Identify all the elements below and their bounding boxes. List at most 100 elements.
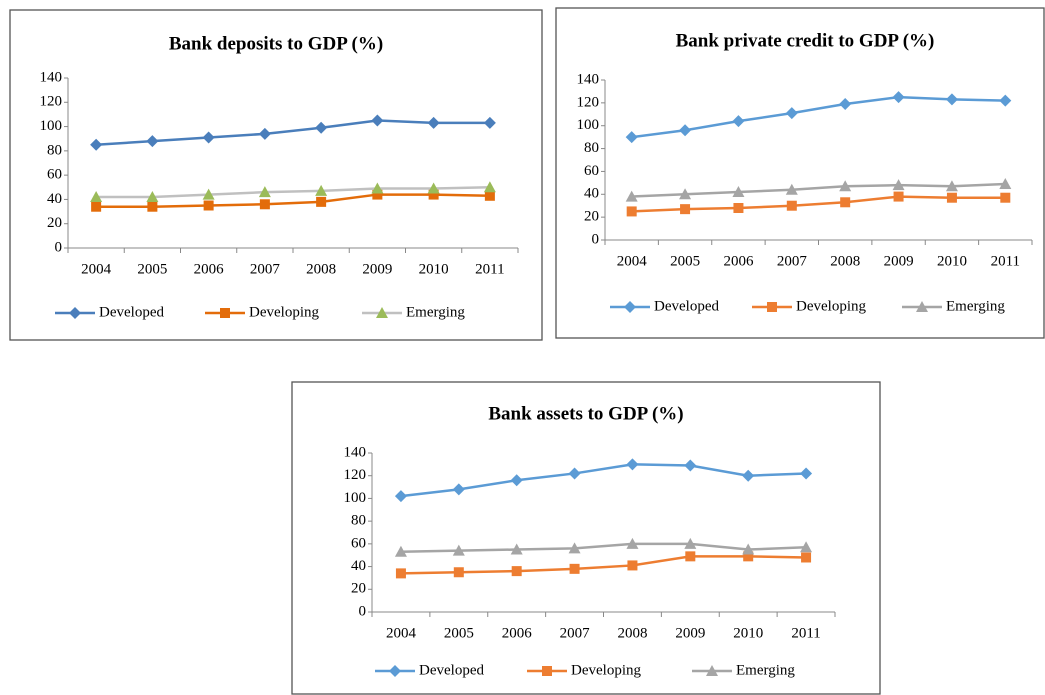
legend-label: Developed <box>99 304 164 320</box>
x-tick-label: 2007 <box>250 261 281 277</box>
x-tick-label: 2010 <box>419 261 449 277</box>
marker <box>946 192 957 203</box>
chart-frame <box>555 7 1045 339</box>
x-tick-label: 2004 <box>386 625 417 641</box>
marker <box>569 563 580 574</box>
marker <box>743 551 754 562</box>
marker <box>542 666 552 676</box>
marker <box>892 179 905 191</box>
marker <box>427 182 440 194</box>
x-tick-label: 2008 <box>617 625 647 641</box>
x-tick-label: 2005 <box>137 261 167 277</box>
marker <box>220 308 230 318</box>
y-tick-label: 140 <box>344 444 367 460</box>
marker <box>840 197 851 208</box>
series-line <box>400 463 807 498</box>
marker <box>1000 192 1011 203</box>
marker <box>202 131 215 144</box>
series-line <box>631 182 1006 198</box>
marker <box>679 188 692 200</box>
x-tick-label: 2011 <box>991 253 1020 269</box>
legend-label: Developing <box>249 304 319 320</box>
chart-title: Bank assets to GDP (%) <box>488 403 683 424</box>
y-tick-label: 80 <box>47 142 62 158</box>
marker <box>626 537 639 549</box>
legend-label: Developing <box>571 662 641 678</box>
series-line <box>96 186 490 199</box>
marker <box>685 551 696 562</box>
legend-label: Developed <box>654 298 719 314</box>
marker <box>394 545 407 557</box>
marker <box>742 543 755 555</box>
x-tick-label: 2005 <box>444 625 474 641</box>
y-tick-label: 120 <box>344 467 367 483</box>
y-tick-label: 80 <box>351 513 366 529</box>
marker <box>146 135 159 148</box>
legend-label: Developing <box>796 298 866 314</box>
marker <box>732 115 745 128</box>
y-tick-label: 20 <box>584 209 599 225</box>
marker <box>258 127 271 140</box>
series-line <box>400 555 807 575</box>
marker <box>625 190 638 202</box>
y-tick-label: 60 <box>47 167 62 183</box>
marker <box>510 474 523 487</box>
marker <box>427 116 440 129</box>
x-tick-label: 2006 <box>723 253 754 269</box>
marker <box>786 200 797 211</box>
x-tick-label: 2011 <box>475 261 504 277</box>
marker <box>945 93 958 106</box>
marker <box>452 544 465 556</box>
marker <box>483 181 496 193</box>
marker <box>146 191 159 202</box>
x-tick-label: 2006 <box>194 261 225 277</box>
marker <box>624 301 636 313</box>
y-tick-label: 40 <box>351 558 366 574</box>
series-line <box>96 193 490 208</box>
marker <box>680 204 691 215</box>
marker <box>785 183 798 195</box>
marker <box>767 302 777 312</box>
marker <box>999 178 1012 189</box>
marker <box>203 200 214 211</box>
legend-label: Emerging <box>946 298 1005 314</box>
marker <box>147 201 158 212</box>
marker <box>315 121 328 134</box>
marker <box>371 114 384 127</box>
marker <box>376 307 388 318</box>
marker <box>627 560 638 571</box>
marker <box>706 665 718 676</box>
marker <box>684 459 697 472</box>
marker <box>484 190 495 201</box>
marker <box>453 567 464 578</box>
marker <box>732 186 745 197</box>
series-line <box>631 95 1006 139</box>
x-tick-label: 2005 <box>670 253 700 269</box>
y-tick-label: 40 <box>584 186 599 202</box>
legend-label: Developed <box>419 662 484 678</box>
marker <box>510 543 523 555</box>
marker <box>452 483 465 496</box>
x-tick-label: 2009 <box>675 625 705 641</box>
marker <box>372 189 383 200</box>
y-tick-label: 40 <box>47 191 62 207</box>
marker <box>626 206 637 217</box>
marker <box>91 201 102 212</box>
marker <box>800 467 813 480</box>
marker <box>839 98 852 110</box>
series-line <box>96 119 490 147</box>
marker <box>742 469 755 482</box>
marker <box>483 116 496 129</box>
y-tick-label: 80 <box>584 140 599 156</box>
marker <box>893 191 904 202</box>
marker <box>316 196 327 207</box>
y-tick-label: 100 <box>344 490 367 506</box>
marker <box>389 665 401 677</box>
y-tick-label: 140 <box>577 71 600 87</box>
x-tick-label: 2008 <box>306 261 336 277</box>
marker <box>90 191 103 202</box>
series-line <box>631 195 1006 213</box>
marker <box>733 203 744 213</box>
marker <box>999 94 1012 107</box>
